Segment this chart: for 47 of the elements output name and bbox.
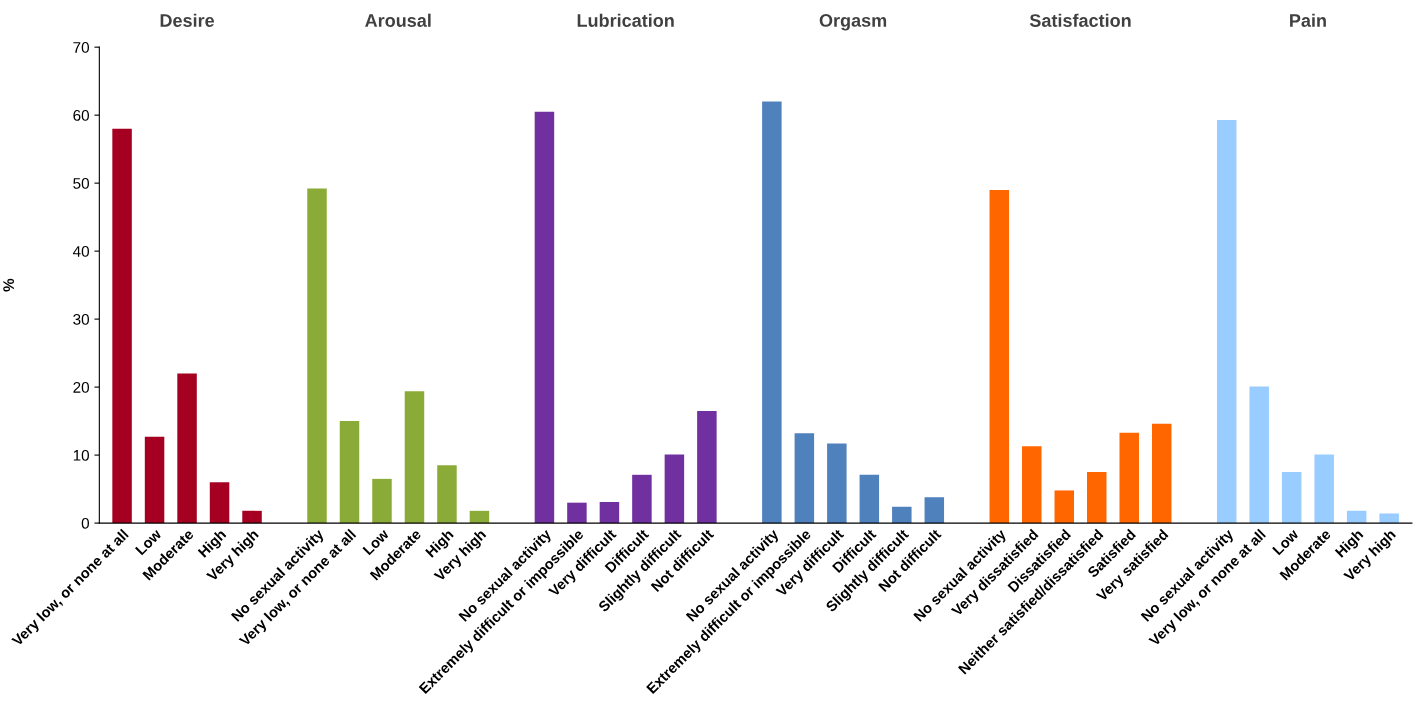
bar [1151,423,1172,524]
bar [1216,119,1237,524]
bar [1314,454,1334,524]
bar [404,391,425,524]
bar [664,454,685,524]
bar [209,482,230,524]
bar [567,502,587,524]
bar [177,373,197,524]
bar [437,465,457,524]
bar [339,421,360,524]
text: Desire [160,13,215,27]
text: Lubrication [577,13,674,27]
bar [307,188,327,524]
text: Orgasm [819,14,887,31]
bar [1054,490,1075,524]
text: Arousal [365,13,431,27]
bar [1022,446,1042,524]
y-tick-label: 10 [73,449,90,461]
bar [859,474,880,524]
bar [989,189,1010,524]
y-tick-label: 50 [73,178,90,189]
y-tick-label: 30 [73,313,90,325]
bar [632,474,652,524]
bar [794,433,815,524]
y-axis-title: % [3,278,15,292]
y-tick-label: 0 [81,517,90,529]
y-tick-label: 20 [73,381,90,393]
bar [242,510,262,524]
bar [1119,432,1139,524]
bar [1087,472,1107,524]
bar [112,128,132,524]
bar [534,111,555,524]
bar [827,443,847,524]
bar [892,506,912,524]
y-tick-label: 40 [72,245,90,257]
text: Satisfaction [1029,13,1131,27]
bar [372,478,392,524]
y-tick-label: 70 [73,42,90,53]
y-tick-label: 60 [73,110,90,121]
text: Pain [1290,13,1326,27]
bar [1281,472,1302,524]
bar [144,436,165,524]
bar [924,497,945,524]
bar [762,101,782,524]
bar [697,410,717,524]
bar [599,502,620,524]
bar [1249,386,1269,524]
